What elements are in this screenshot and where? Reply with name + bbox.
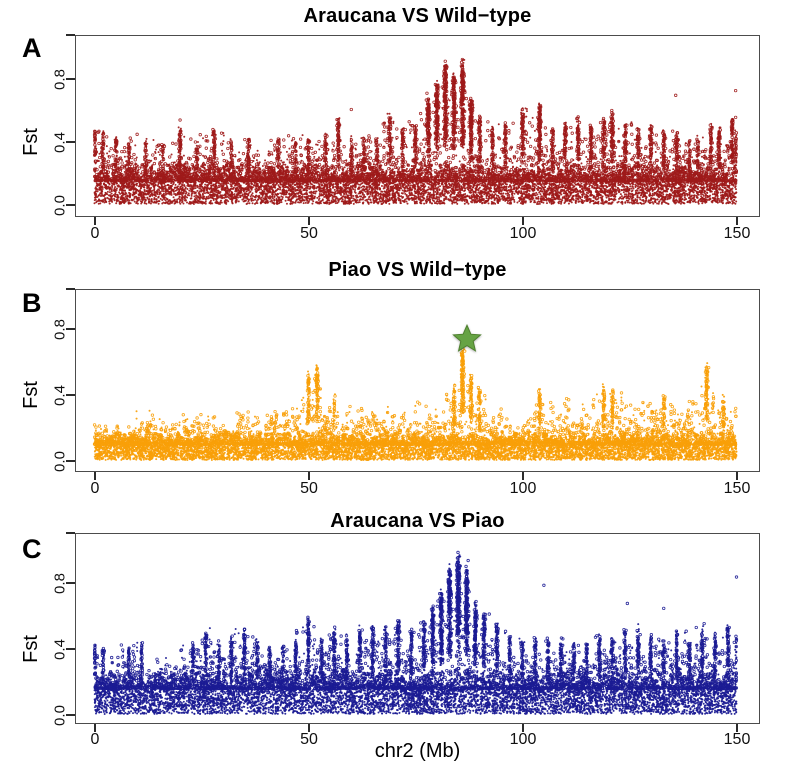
x-axis-label: chr2 (Mb) <box>374 740 461 762</box>
panel-b-ylabel: Fst <box>20 381 42 409</box>
panel-a-title: Araucana VS Wild−type <box>303 5 532 27</box>
x-tick-label: 100 <box>509 225 537 242</box>
panel-b-letter: B <box>22 288 42 318</box>
x-axis-tick <box>522 217 524 225</box>
x-tick-label: 150 <box>723 480 751 497</box>
x-axis-tick <box>522 472 524 480</box>
x-axis-tick <box>94 217 96 225</box>
panel-b-scatter-canvas <box>76 290 758 470</box>
panel-c-ylabel: Fst <box>20 635 42 663</box>
panel-a-plot-frame <box>75 35 760 217</box>
x-tick-label: 50 <box>300 731 318 748</box>
x-axis-tick <box>522 724 524 732</box>
y-axis-end-tick <box>66 288 75 290</box>
x-axis-tick <box>736 217 738 225</box>
y-axis-end-tick <box>66 34 75 36</box>
y-tick-label: 0.4 <box>51 638 69 660</box>
panel-c-letter: C <box>22 534 42 564</box>
y-axis-tick <box>66 460 75 462</box>
x-tick-label: 150 <box>723 225 751 242</box>
x-axis-tick <box>94 472 96 480</box>
y-tick-label: 0.4 <box>51 384 69 406</box>
panel-b-title: Piao VS Wild−type <box>328 259 507 281</box>
x-tick-label: 0 <box>90 731 100 748</box>
x-axis-tick <box>308 472 310 480</box>
x-tick-label: 100 <box>509 480 537 497</box>
x-axis-tick <box>308 217 310 225</box>
x-axis-tick <box>94 724 96 732</box>
y-tick-label: 0.8 <box>51 68 69 90</box>
x-tick-label: 0 <box>90 225 100 242</box>
y-axis-tick <box>66 141 75 143</box>
panel-c-plot-frame <box>75 533 760 724</box>
y-axis-end-tick <box>66 532 75 534</box>
y-tick-label: 0.4 <box>51 131 69 153</box>
x-axis-tick <box>736 724 738 732</box>
x-axis-tick <box>736 472 738 480</box>
panel-c-scatter-canvas <box>76 534 758 722</box>
y-tick-label: 0.8 <box>51 572 69 594</box>
x-tick-label: 50 <box>300 480 318 497</box>
y-tick-label: 0.8 <box>51 318 69 340</box>
y-axis-tick <box>66 714 75 716</box>
y-axis-tick <box>66 394 75 396</box>
y-axis-tick <box>66 648 75 650</box>
y-tick-label: 0.0 <box>51 704 69 726</box>
panel-b-plot-frame <box>75 289 760 472</box>
y-axis-tick <box>66 582 75 584</box>
selection-peak-star-icon <box>452 324 483 353</box>
x-tick-label: 100 <box>509 731 537 748</box>
y-axis-tick <box>66 204 75 206</box>
panel-a-scatter-canvas <box>76 36 758 215</box>
y-axis-tick <box>66 78 75 80</box>
y-tick-label: 0.0 <box>51 194 69 216</box>
panel-a-letter: A <box>22 33 42 63</box>
x-tick-label: 50 <box>300 225 318 242</box>
x-tick-label: 150 <box>723 731 751 748</box>
x-tick-label: 0 <box>90 480 100 497</box>
panel-a-ylabel: Fst <box>20 128 42 156</box>
y-tick-label: 0.0 <box>51 450 69 472</box>
y-axis-tick <box>66 328 75 330</box>
panel-c-title: Araucana VS Piao <box>330 510 505 532</box>
x-axis-tick <box>308 724 310 732</box>
